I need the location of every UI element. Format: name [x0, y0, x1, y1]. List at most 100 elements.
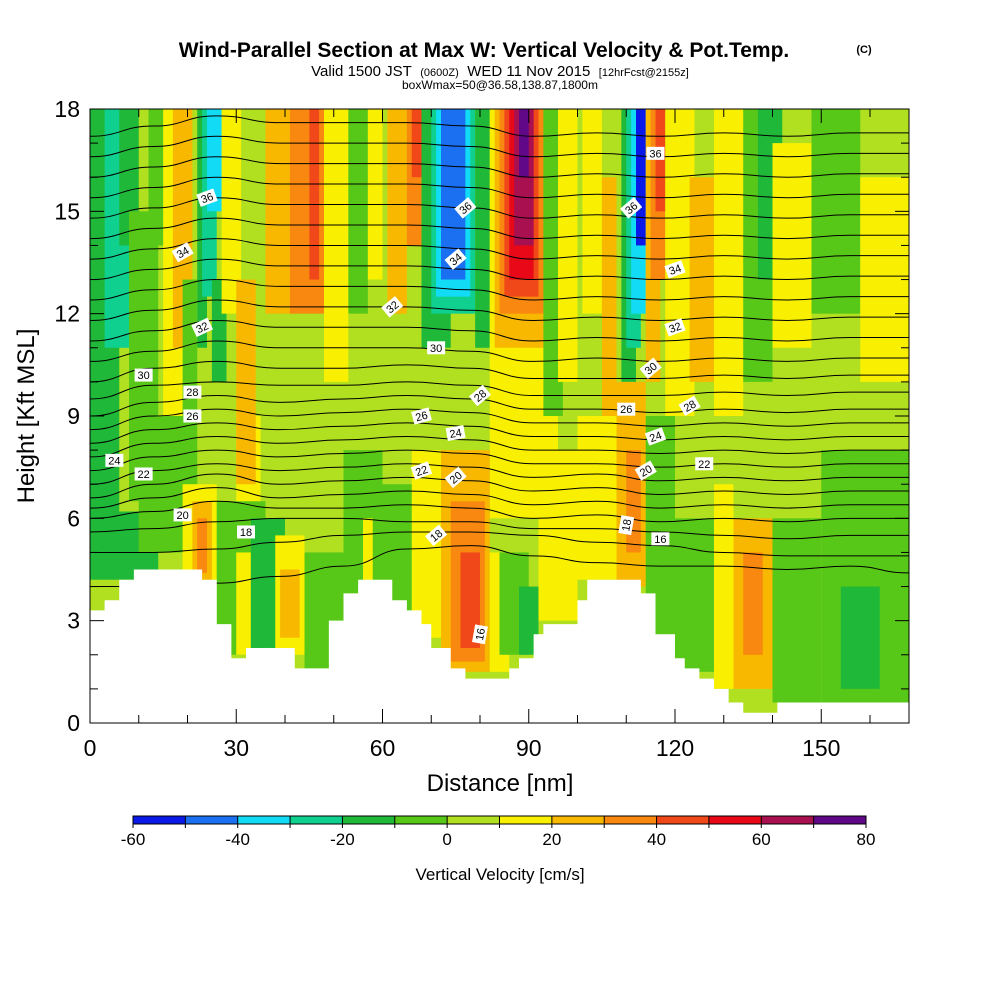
y-tick-label: 6 — [67, 505, 80, 531]
isentrope-line — [90, 156, 909, 178]
contour-label-box — [427, 341, 446, 355]
isentrope-line — [90, 360, 909, 383]
isentrope-line — [90, 531, 909, 557]
contour-label-box — [646, 146, 665, 160]
contour-label-box — [618, 515, 635, 536]
velocity-cell — [221, 109, 242, 314]
isentrope-line — [90, 176, 909, 199]
contour-label: 30 — [427, 341, 446, 355]
contour-label: 20 — [634, 460, 657, 481]
contour-label: 18 — [618, 515, 635, 536]
contour-label-box — [173, 508, 192, 522]
contour-label-text: 22 — [698, 459, 710, 471]
contour-label-text: 22 — [138, 469, 150, 481]
velocity-cell — [811, 109, 861, 314]
contour-label: 18 — [237, 525, 255, 539]
valid-time: Valid 1500 JST — [311, 63, 412, 80]
contour-label-box — [472, 624, 488, 645]
colorbar-swatch — [447, 816, 500, 824]
colorbar-label: 80 — [857, 830, 876, 849]
contour-label-box — [134, 467, 153, 481]
velocity-cell — [207, 109, 222, 212]
forecast-info: [12hrFcst@2155z] — [599, 67, 689, 79]
chart-title: Wind-Parallel Section at Max W: Vertical… — [179, 39, 790, 62]
contour-label-text: 16 — [654, 534, 666, 546]
contour-label: 26 — [617, 402, 636, 416]
isentrope-line — [90, 340, 909, 362]
contour-label-box — [444, 466, 467, 489]
contour-label-box — [644, 427, 667, 446]
colorbar-swatch — [290, 816, 343, 824]
isentrope-line — [90, 463, 909, 485]
isentrope-line — [90, 381, 909, 400]
velocity-cell — [441, 109, 466, 280]
contour-label-text: 28 — [186, 387, 198, 399]
isentrope-line — [90, 487, 909, 509]
x-tick-label: 0 — [84, 735, 97, 761]
contour-label-box — [651, 532, 670, 546]
velocity-cell — [519, 109, 529, 178]
contour-label: 26 — [183, 409, 202, 423]
contour-label-box — [695, 457, 714, 471]
contour-label-box — [196, 188, 218, 207]
contour-label-box — [639, 357, 662, 380]
y-tick-label: 0 — [67, 710, 80, 736]
velocity-cell — [411, 450, 441, 638]
contour-label-box — [411, 407, 432, 425]
isentrope-line — [90, 473, 909, 499]
velocity-cell — [363, 518, 373, 587]
isentrope-line — [90, 279, 909, 301]
contour-label-text: 16 — [474, 627, 488, 641]
plot-area: 36 34 32 30 28 26 24 22 20 18 16 18 20 22 24 26 28 30 32 34… — [90, 109, 909, 723]
contour-label: 32 — [191, 317, 214, 338]
colorbar-swatch — [761, 816, 814, 824]
velocity-cell — [714, 109, 744, 416]
colorbar-label: 0 — [442, 830, 451, 849]
copyright-mark: (C) — [856, 44, 872, 56]
contour-label-box — [617, 402, 636, 416]
valid-utc: (0600Z) — [420, 67, 459, 79]
x-tick-label: 60 — [370, 735, 396, 761]
velocity-cell — [772, 143, 812, 348]
contour-label-text: 24 — [648, 430, 664, 445]
velocity-cell — [636, 109, 646, 246]
isentrope-line — [90, 500, 909, 523]
velocity-cell — [689, 177, 714, 382]
contour-label-box — [381, 296, 404, 318]
velocity-cell — [558, 109, 578, 382]
y-axis-label: Height [Kft MSL] — [13, 329, 40, 504]
contour-label-text: 26 — [186, 411, 198, 423]
colorbar-swatch — [813, 816, 866, 824]
colorbar-title: Vertical Velocity [cm/s] — [415, 865, 584, 884]
velocity-cell — [280, 569, 300, 638]
contour-label: 22 — [410, 461, 433, 480]
isentrope-line — [90, 545, 909, 588]
y-tick-label: 9 — [67, 403, 80, 429]
contour-label-box — [105, 453, 124, 467]
valid-date: WED 11 Nov 2015 — [467, 63, 590, 80]
contour-label-box — [445, 425, 466, 442]
isentrope-line — [90, 135, 909, 158]
y-tick-label: 3 — [67, 608, 80, 634]
contour-label: 28 — [678, 395, 701, 416]
y-tick-label: 12 — [54, 301, 80, 327]
velocity-cell — [601, 177, 617, 451]
contour-label: 28 — [183, 385, 202, 399]
contour-label-text: 20 — [177, 510, 189, 522]
contour-label-text: 36 — [649, 148, 661, 160]
x-axis: 0 30 60 90 120 150 — [84, 109, 871, 761]
velocity-cell — [309, 109, 320, 280]
colorbar-label: 60 — [752, 830, 771, 849]
contour-label-text: 24 — [449, 427, 463, 441]
colorbar-swatch — [656, 816, 709, 824]
isentrope-line — [90, 258, 909, 281]
y-tick-label: 15 — [54, 198, 80, 224]
isentrope-line — [90, 299, 909, 321]
contour-label-text: 30 — [430, 343, 442, 355]
contour-label-box — [620, 197, 643, 219]
contour-label-text: 18 — [620, 518, 634, 532]
isentrope-line — [90, 408, 909, 431]
y-tick-label: 18 — [54, 96, 80, 122]
contour-label-text: 36 — [200, 191, 216, 206]
